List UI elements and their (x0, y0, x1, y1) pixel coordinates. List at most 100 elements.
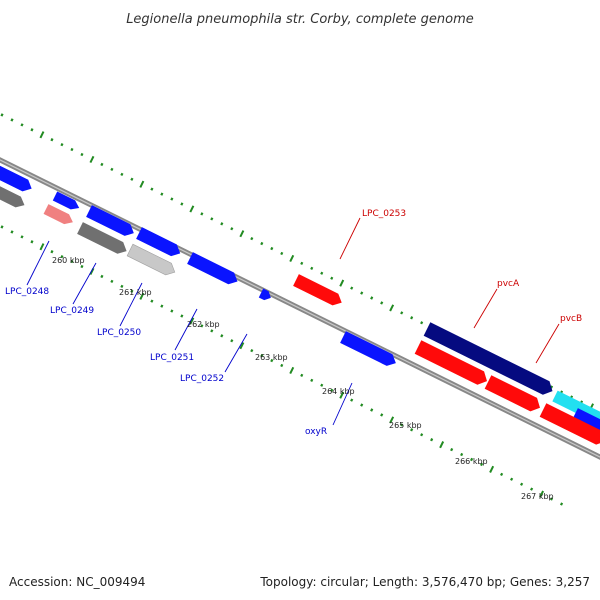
tick-inner-41 (400, 423, 404, 427)
leader-lpc0249 (72, 262, 97, 305)
tick-outer-12 (110, 167, 114, 172)
tick-inner-17 (160, 304, 164, 308)
scale-label-263: 263 kbp (255, 353, 288, 362)
tick-inner-15 (139, 292, 145, 300)
tick-inner-34 (330, 388, 334, 392)
feature-pvcb-navy[interactable] (423, 322, 556, 398)
tick-inner-18 (170, 309, 174, 313)
feature-lpc0249-blue[interactable] (86, 205, 137, 239)
tick-outer-24 (230, 227, 234, 231)
feature-pink[interactable] (43, 204, 76, 227)
tick-inner-5 (39, 243, 45, 251)
tick-outer-32 (310, 266, 314, 270)
feature-pvca-red[interactable] (414, 340, 491, 388)
tick-outer-26 (250, 236, 254, 241)
tick-inner-57 (560, 502, 564, 506)
tick-inner-6 (50, 250, 54, 254)
leader-lpc0251 (174, 308, 198, 351)
tick-inner-42 (410, 428, 414, 432)
feature-red-3[interactable] (539, 403, 600, 448)
feature-lpc0251[interactable] (187, 252, 240, 287)
tick-inner-43 (420, 433, 424, 437)
gene-label-lpc0252[interactable]: LPC_0252 (180, 374, 224, 384)
tick-inner-12 (110, 279, 114, 284)
tick-outer-13 (120, 172, 124, 177)
feature-blue-left[interactable] (0, 164, 35, 194)
tick-inner-14 (130, 289, 134, 293)
tick-inner-21 (200, 324, 204, 328)
tick-inner-23 (220, 334, 224, 338)
leader-oxyr (332, 382, 353, 426)
feature-lpc0253[interactable] (293, 274, 344, 308)
scale-label-266: 266 kbp (455, 457, 488, 466)
feature-blue-right[interactable] (572, 408, 600, 437)
tick-inner-7 (60, 255, 64, 259)
tick-outer-16 (150, 187, 154, 191)
tick-inner-50 (489, 465, 495, 473)
tick-outer-8 (70, 147, 74, 152)
tick-outer-1 (0, 113, 4, 117)
feature-oxyr[interactable] (340, 331, 399, 369)
genome-stats-text: Topology: circular; Length: 3,576,470 bp… (259, 575, 590, 589)
gene-label-lpc0251[interactable]: LPC_0251 (150, 353, 194, 363)
tick-outer-40 (389, 304, 395, 312)
leader-pvcb (535, 323, 560, 364)
tick-outer-30 (289, 254, 295, 263)
feature-lpc0250-grey[interactable] (126, 243, 178, 278)
tick-outer-42 (410, 316, 414, 320)
gene-label-oxyr[interactable]: oxyR (305, 427, 327, 437)
tick-outer-39 (380, 301, 384, 305)
tick-inner-9 (80, 264, 84, 269)
tick-outer-41 (400, 311, 404, 315)
tick-inner-35 (339, 391, 345, 399)
feature-lpc0249-grey[interactable] (77, 222, 129, 257)
feature-blue-small[interactable] (52, 191, 82, 213)
gene-label-lpc0250[interactable]: LPC_0250 (97, 328, 141, 338)
scale-label-262: 262 kbp (187, 320, 220, 329)
tick-inner-53 (520, 482, 524, 486)
gene-label-lpc0253[interactable]: LPC_0253 (362, 209, 406, 219)
tick-inner-1 (0, 225, 4, 229)
tick-outer-17 (160, 192, 164, 196)
tick-outer-11 (100, 162, 104, 167)
feature-lpc0252[interactable] (258, 288, 273, 303)
tick-inner-27 (260, 353, 264, 358)
tick-inner-56 (550, 497, 554, 501)
gene-label-lpc0248[interactable]: LPC_0248 (5, 287, 49, 297)
tick-outer-10 (89, 155, 95, 164)
tick-inner-51 (500, 472, 504, 477)
tick-outer-9 (80, 152, 84, 157)
tick-outer-22 (210, 217, 214, 221)
gene-label-lpc0249[interactable]: LPC_0249 (50, 306, 94, 316)
tick-outer-20 (189, 205, 195, 213)
scale-label-264: 264 kbp (322, 387, 355, 396)
tick-outer-33 (320, 271, 324, 275)
tick-outer-29 (280, 251, 284, 256)
tick-inner-49 (480, 462, 484, 467)
tick-inner-30 (289, 366, 295, 375)
tick-inner-40 (389, 416, 395, 424)
tick-inner-2 (10, 230, 14, 234)
tick-outer-43 (420, 321, 424, 325)
gene-labels: LPC_0253 pvcA pvcB LPC_0248 LPC_0249 LPC… (5, 209, 582, 437)
tick-inner-25 (239, 342, 245, 350)
label-leaders (26, 217, 560, 426)
feature-pvcb-cyan[interactable] (552, 390, 600, 428)
scale-label-260: 260 kbp (52, 256, 85, 265)
feature-red-2[interactable] (484, 375, 544, 414)
gene-label-pvcb[interactable]: pvcB (560, 314, 582, 324)
feature-grey-left[interactable] (0, 184, 27, 211)
scale-label-265: 265 kbp (389, 421, 422, 430)
leader-pvca (473, 288, 498, 329)
tick-outer-35 (339, 279, 345, 287)
tick-outer-37 (360, 291, 364, 295)
tick-marks (0, 113, 600, 506)
tick-inner-10 (89, 267, 95, 276)
gene-label-pvca[interactable]: pvcA (497, 279, 520, 289)
tick-inner-26 (250, 348, 254, 353)
tick-inner-11 (100, 274, 104, 279)
tick-outer-25 (239, 230, 245, 238)
tick-inner-13 (120, 284, 124, 289)
feature-lpc0250-blue[interactable] (136, 227, 183, 259)
